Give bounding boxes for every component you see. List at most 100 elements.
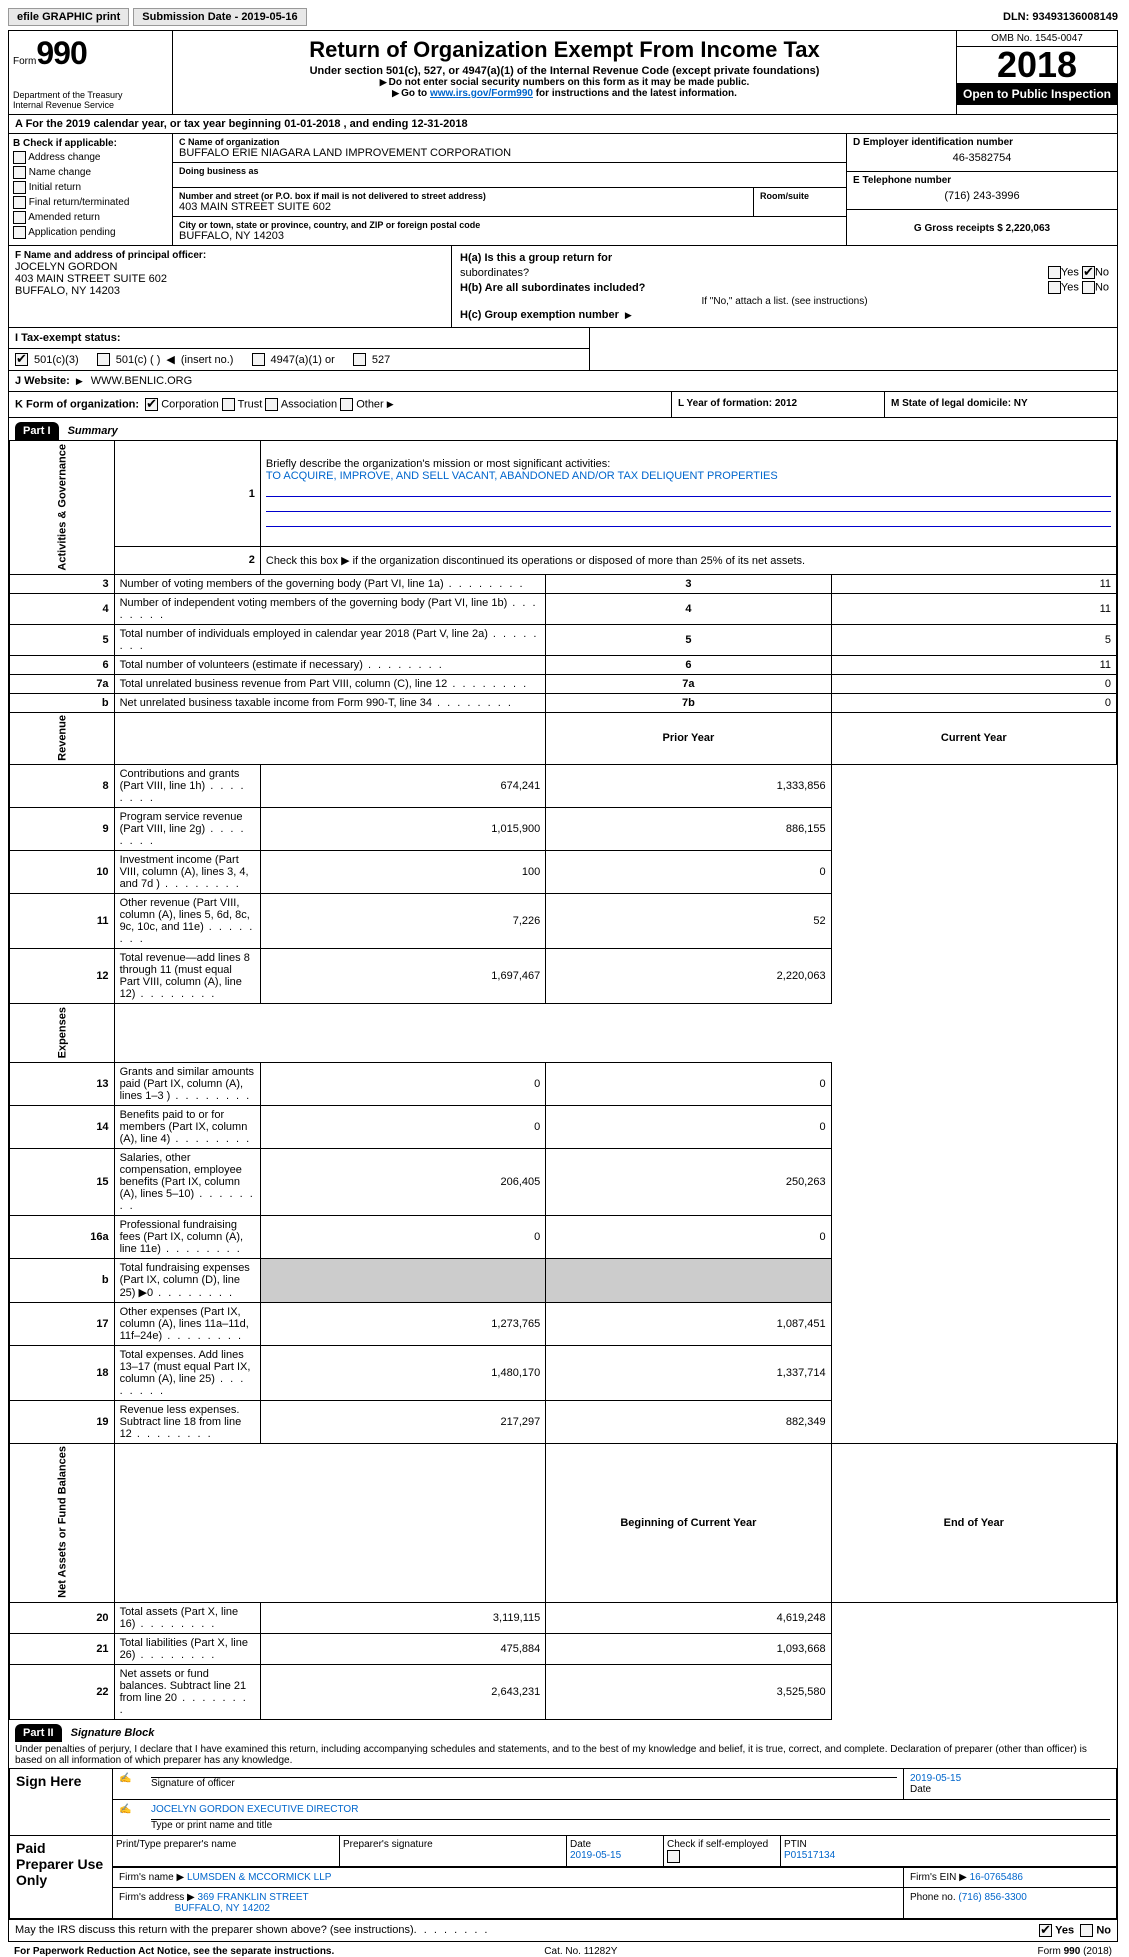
form-container: Form990 Department of the Treasury Inter… (8, 30, 1118, 1942)
irs-link[interactable]: www.irs.gov/Form990 (430, 88, 533, 99)
form-subtitle: Under section 501(c), 527, or 4947(a)(1)… (181, 65, 948, 77)
ein-label: D Employer identification number (853, 137, 1111, 148)
officer-typed-name: JOCELYN GORDON EXECUTIVE DIRECTOR (151, 1804, 358, 1815)
submission-date: Submission Date - 2019-05-16 (133, 8, 306, 26)
mission-text: TO ACQUIRE, IMPROVE, AND SELL VACANT, AB… (266, 470, 778, 482)
part-1-title: Summary (68, 425, 118, 437)
org-name: BUFFALO ERIE NIAGARA LAND IMPROVEMENT CO… (179, 147, 840, 159)
phone-label: E Telephone number (853, 175, 1111, 186)
gross-receipts: G Gross receipts $ 2,220,063 (853, 223, 1111, 234)
dln: DLN: 93493136008149 (1003, 11, 1118, 23)
part-1-header: Part I (15, 422, 59, 440)
form-org-label: K Form of organization: (15, 398, 139, 410)
phone-value: (716) 243-3996 (853, 186, 1111, 206)
501c-checkbox[interactable] (97, 353, 110, 366)
section-b-header: B Check if applicable: (13, 138, 168, 149)
officer-addr1: 403 MAIN STREET SUITE 602 (15, 273, 445, 285)
note-goto-post: for instructions and the latest informat… (533, 88, 737, 99)
self-employed-checkbox[interactable] (667, 1850, 680, 1863)
discuss-question: May the IRS discuss this return with the… (15, 1924, 414, 1936)
efile-label: efile GRAPHIC print (8, 8, 129, 26)
side-expenses: Expenses (10, 1004, 115, 1062)
year-formation: L Year of formation: 2012 (678, 398, 797, 409)
checkbox[interactable] (13, 151, 26, 164)
form-title: Return of Organization Exempt From Incom… (181, 37, 948, 63)
signature-table: Sign Here ✍ Signature of officer 2019-05… (9, 1768, 1117, 1919)
discuss-no-checkbox[interactable] (1080, 1924, 1093, 1937)
top-toolbar: efile GRAPHIC print Submission Date - 20… (8, 8, 1118, 26)
yes-label: Yes (1061, 266, 1079, 278)
mission-label: Briefly describe the organization's miss… (266, 458, 610, 470)
4947-checkbox[interactable] (252, 353, 265, 366)
date-label: Date (910, 1784, 931, 1795)
ein-value: 46-3582754 (853, 148, 1111, 168)
firm-addr: 369 FRANKLIN STREET (198, 1892, 309, 1903)
officer-name: JOCELYN GORDON (15, 261, 445, 273)
row-a-tax-year: A For the 2019 calendar year, or tax yea… (9, 115, 1117, 134)
street-value: 403 MAIN STREET SUITE 602 (179, 201, 747, 213)
note-ssn: Do not enter social security numbers on … (389, 77, 750, 88)
paid-preparer-label: Paid Preparer Use Only (10, 1835, 113, 1918)
paperwork-notice: For Paperwork Reduction Act Notice, see … (14, 1946, 334, 1957)
city-label: City or town, state or province, country… (179, 220, 840, 230)
cat-no: Cat. No. 11282Y (544, 1946, 617, 1957)
side-governance: Activities & Governance (10, 441, 115, 575)
current-year-header: Current Year (831, 712, 1116, 765)
501c3-checkbox[interactable] (15, 353, 28, 366)
checkbox[interactable] (13, 166, 26, 179)
note-goto-pre: Go to (401, 88, 430, 99)
part-2-header: Part II (15, 1724, 62, 1742)
ha-yes-checkbox[interactable] (1048, 266, 1061, 279)
summary-table: Activities & Governance 1 Briefly descri… (9, 440, 1117, 1720)
perjury-statement: Under penalties of perjury, I declare th… (9, 1742, 1117, 1768)
checkbox[interactable] (13, 211, 26, 224)
assoc-checkbox[interactable] (265, 398, 278, 411)
checkbox[interactable] (13, 196, 26, 209)
hc-label: H(c) Group exemption number (460, 309, 619, 321)
other-checkbox[interactable] (340, 398, 353, 411)
officer-label: F Name and address of principal officer: (15, 250, 445, 261)
side-netassets: Net Assets or Fund Balances (10, 1443, 115, 1602)
tax-exempt-label: I Tax-exempt status: (15, 332, 121, 344)
section-b-checkboxes: B Check if applicable: Address change Na… (9, 134, 173, 245)
sig-date: 2019-05-15 (910, 1773, 961, 1784)
tax-year: 2018 (957, 47, 1117, 83)
org-name-label: C Name of organization (179, 137, 840, 147)
hb-note: If "No," attach a list. (see instruction… (460, 296, 1109, 307)
ha-label: H(a) Is this a group return for (460, 252, 612, 264)
corp-checkbox[interactable] (145, 398, 158, 411)
firm-phone: (716) 856-3300 (958, 1892, 1026, 1903)
checkbox[interactable] (13, 181, 26, 194)
checkbox[interactable] (13, 226, 26, 239)
firm-name: LUMSDEN & MCCORMICK LLP (187, 1872, 331, 1883)
sig-officer-label: Signature of officer (151, 1778, 235, 1789)
line-2: Check this box ▶ if the organization dis… (260, 547, 1116, 574)
trust-checkbox[interactable] (222, 398, 235, 411)
discuss-yes-checkbox[interactable] (1039, 1924, 1052, 1937)
form-label: Form (13, 56, 36, 67)
no-label: No (1095, 266, 1109, 278)
street-label: Number and street (or P.O. box if mail i… (179, 191, 747, 201)
typed-name-label: Type or print name and title (151, 1820, 272, 1831)
hb-yes-checkbox[interactable] (1048, 281, 1061, 294)
website-value: WWW.BENLIC.ORG (91, 375, 192, 387)
ha-sub: subordinates? (460, 267, 529, 279)
room-label: Room/suite (760, 191, 809, 201)
city-value: BUFFALO, NY 14203 (179, 230, 840, 242)
officer-addr2: BUFFALO, NY 14203 (15, 285, 445, 297)
irs-label: Internal Revenue Service (13, 100, 114, 110)
dba-label: Doing business as (179, 166, 840, 176)
firm-ein: 16-0765486 (970, 1872, 1023, 1883)
end-year-header: End of Year (831, 1443, 1116, 1602)
prior-year-header: Prior Year (546, 712, 831, 765)
dept-label: Department of the Treasury (13, 90, 123, 100)
form-number: 990 (36, 35, 86, 71)
website-label: J Website: (15, 375, 70, 387)
open-inspection: Open to Public Inspection (957, 83, 1117, 105)
527-checkbox[interactable] (353, 353, 366, 366)
ha-no-checkbox[interactable] (1082, 266, 1095, 279)
hb-no-checkbox[interactable] (1082, 281, 1095, 294)
side-revenue: Revenue (10, 712, 115, 765)
beginning-year-header: Beginning of Current Year (546, 1443, 831, 1602)
form-footer: Form 990 (2018) (1038, 1946, 1112, 1957)
